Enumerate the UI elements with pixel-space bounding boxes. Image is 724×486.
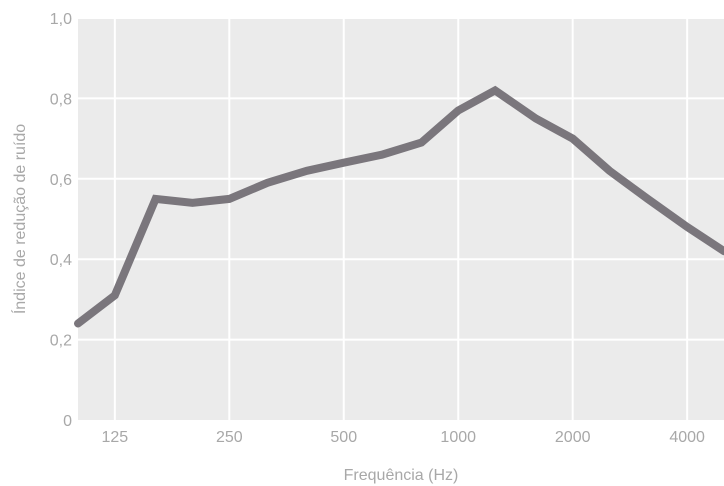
y-tick-label: 0,2 [50, 333, 72, 350]
data-series [74, 85, 724, 328]
y-axis-tick-labels: 0 0,2 0,4 0,6 0,8 1,0 [50, 11, 72, 430]
y-tick-label: 0,8 [50, 91, 72, 108]
y-tick-label: 0,4 [50, 252, 72, 269]
y-tick-label: 1,0 [50, 11, 72, 28]
x-tick-label: 1000 [440, 429, 476, 446]
series-line [74, 85, 724, 328]
y-axis-title: Índice de redução de ruído [10, 124, 29, 314]
plot-area [78, 18, 724, 420]
y-tick-label: 0,6 [50, 172, 72, 189]
x-tick-label: 250 [216, 429, 243, 446]
x-axis-tick-labels: 125 250 500 1000 2000 4000 [101, 429, 705, 446]
x-axis-title: Frequência (Hz) [344, 467, 459, 484]
x-tick-label: 500 [330, 429, 357, 446]
x-tick-label: 4000 [669, 429, 705, 446]
x-tick-label: 125 [101, 429, 128, 446]
gridlines [78, 17, 724, 420]
x-tick-label: 2000 [555, 429, 591, 446]
y-tick-label: 0 [63, 413, 72, 430]
